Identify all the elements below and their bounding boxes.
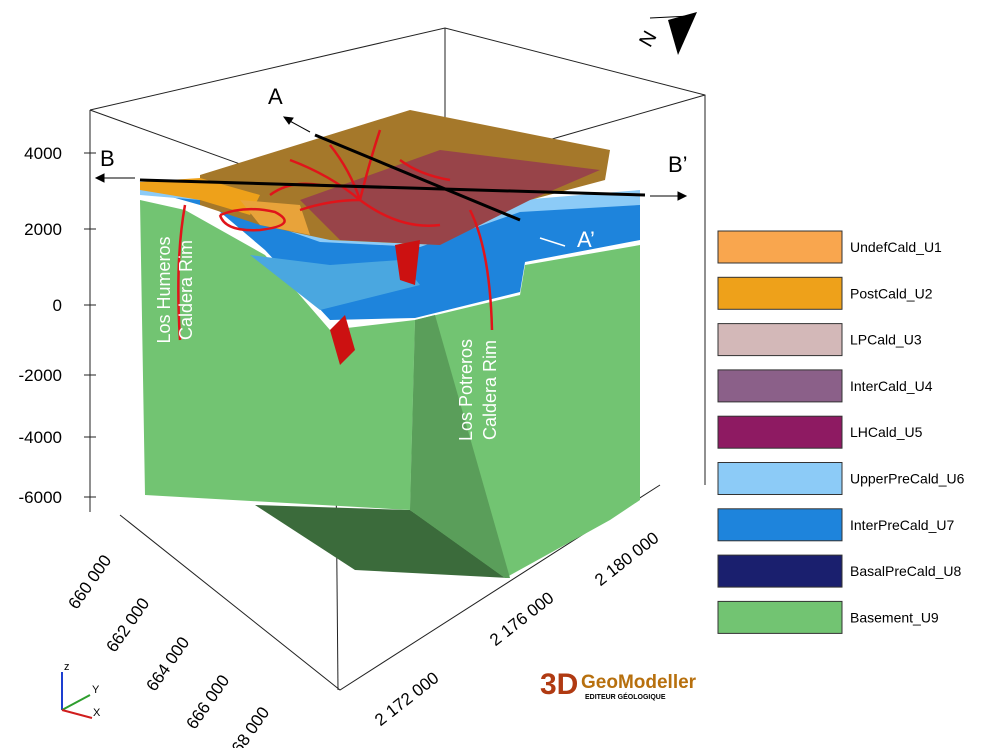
- box-edge: [89, 27, 706, 485]
- box-edge: [119, 484, 661, 691]
- arrowhead: [677, 191, 688, 201]
- logo-tagline: EDITEUR GÉOLOGIQUE: [585, 692, 666, 701]
- annotation: Los Potreros Caldera Rim: [456, 339, 500, 441]
- basement-face: [140, 200, 415, 510]
- legend-label: Basement_U9: [850, 609, 939, 625]
- north-arrow: N: [635, 12, 697, 55]
- annotation-line: Los Potreros: [456, 339, 476, 441]
- legend-label: LPCald_U3: [850, 332, 922, 348]
- legend-swatch: [717, 369, 843, 403]
- easting-tick-label: 666 000: [182, 671, 233, 732]
- north-arrow-head: [668, 12, 697, 55]
- legend-swatch: [717, 415, 843, 449]
- legend-label: InterPreCald_U7: [850, 517, 954, 533]
- arrow: [287, 119, 311, 133]
- section-label: A’: [577, 227, 595, 252]
- legend-swatch: [717, 230, 843, 264]
- arrowhead: [94, 173, 105, 183]
- z-tick-label: 2000: [24, 220, 62, 239]
- model-underside: [255, 505, 510, 578]
- legend-label: InterCald_U4: [850, 378, 933, 394]
- fault: [468, 209, 494, 331]
- section-lines: [139, 133, 646, 222]
- fault-body: [330, 315, 355, 365]
- annotation-line: Caldera Rim: [176, 240, 196, 340]
- z-tick-label: -6000: [19, 488, 62, 507]
- legend-swatch: [717, 508, 843, 542]
- arrow: [539, 237, 566, 247]
- fault: [218, 207, 286, 232]
- section-edge: [410, 315, 510, 578]
- legend-label: UndefCald_U1: [850, 239, 942, 255]
- postcald-layer: [140, 178, 260, 215]
- annotation-line: Los Humeros: [154, 236, 174, 343]
- section-label: B: [100, 146, 115, 171]
- z-tick-label: 4000: [24, 144, 62, 163]
- legend: UndefCald_U1 PostCald_U2 LPCald_U3 InterCal…: [717, 230, 965, 634]
- fault-body: [395, 240, 420, 285]
- section-label: B’: [668, 152, 688, 177]
- northing-tick-label: 2 180 000: [591, 528, 662, 590]
- triad-label: z: [64, 661, 70, 673]
- axis-triad: z Y X: [61, 661, 101, 719]
- legend-label: UpperPreCald_U6: [850, 471, 965, 487]
- z-tick-label: -2000: [19, 366, 62, 385]
- triad-label: X: [93, 707, 101, 719]
- section-label: A: [268, 84, 283, 109]
- easting-tick-label: 662 000: [102, 594, 153, 655]
- easting-tick-label: 668 000: [222, 703, 273, 748]
- legend-label: LHCald_U5: [850, 424, 923, 440]
- triad-y: [61, 694, 91, 711]
- fault: [299, 129, 382, 212]
- northing-tick-label: 2 172 000: [371, 668, 442, 730]
- north-arrow-line: [649, 15, 691, 19]
- z-tick-label: -4000: [19, 428, 62, 447]
- z-tick-label: 0: [53, 296, 62, 315]
- easting-tick-label: 660 000: [64, 551, 115, 612]
- legend-swatch: [717, 323, 843, 357]
- northing-tick-label: 2 176 000: [486, 588, 557, 650]
- annotation-line: Caldera Rim: [480, 340, 500, 440]
- triad-x: [61, 709, 93, 719]
- legend-label: PostCald_U2: [850, 285, 933, 301]
- arrowhead: [282, 116, 294, 125]
- model: [140, 110, 640, 578]
- interprecald-layer: [140, 188, 640, 320]
- annotation: Los Humeros Caldera Rim: [154, 236, 196, 343]
- legend-label: BasalPreCald_U8: [850, 563, 961, 579]
- section-a: [314, 133, 521, 222]
- legend-swatch: [717, 462, 843, 495]
- legend-swatch: [717, 600, 843, 634]
- section-arrows: [94, 116, 688, 201]
- logo-name: GeoModeller: [581, 672, 697, 693]
- legend-swatch: [717, 276, 843, 310]
- triad-label: Y: [92, 684, 100, 696]
- lhcald-layer: [300, 150, 600, 245]
- north-label: N: [635, 27, 661, 51]
- easting-tick-label: 664 000: [142, 633, 193, 694]
- section-b: [139, 178, 646, 197]
- legend-swatch: [717, 554, 843, 588]
- logo-brand: 3D: [540, 668, 578, 701]
- logo: 3D GeoModeller EDITEUR GÉOLOGIQUE: [540, 668, 697, 701]
- interprecald-layer: [250, 255, 420, 310]
- fault: [177, 204, 187, 341]
